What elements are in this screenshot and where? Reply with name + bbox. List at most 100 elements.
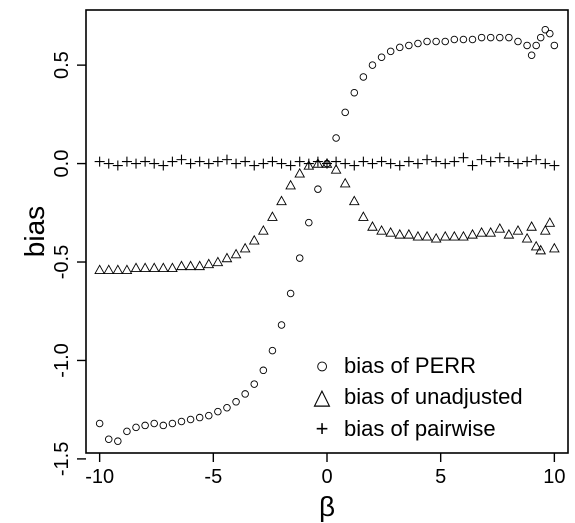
point-perr <box>527 51 536 60</box>
y-tick-label: -1.5 <box>51 442 73 476</box>
point-unadjusted <box>103 264 115 275</box>
point-pairwise <box>367 158 378 169</box>
point-unadjusted <box>494 223 506 233</box>
point-perr <box>223 403 231 412</box>
y-tick-label: 0.0 <box>51 150 73 178</box>
point-perr <box>359 73 368 81</box>
point-unadjusted <box>421 230 433 241</box>
point-perr <box>114 437 122 445</box>
point-perr <box>259 366 268 375</box>
legend: ○ bias of PERR △ bias of unadjusted + bi… <box>314 353 523 441</box>
point-unadjusted <box>139 262 151 273</box>
point-perr <box>168 419 177 428</box>
x-tick-label: 5 <box>435 466 446 488</box>
point-perr <box>350 88 359 97</box>
point-pairwise <box>494 152 505 163</box>
point-pairwise <box>203 158 214 169</box>
point-perr <box>177 417 186 426</box>
point-pairwise <box>385 158 396 169</box>
point-perr <box>159 421 168 430</box>
x-tick-label: 10 <box>543 466 565 488</box>
point-pairwise <box>476 154 487 165</box>
point-unadjusted <box>194 260 206 271</box>
point-unadjusted <box>212 256 224 267</box>
x-axis-title: β <box>319 491 335 522</box>
point-pairwise <box>212 156 223 167</box>
point-pairwise <box>285 160 296 171</box>
point-unadjusted <box>548 242 560 253</box>
point-perr <box>295 254 304 262</box>
point-unadjusted <box>157 262 169 273</box>
legend-label-unadjusted: bias of unadjusted <box>344 384 523 409</box>
point-perr <box>414 39 422 48</box>
point-pairwise <box>331 156 342 167</box>
x-axis: -10 -5 0 5 10 <box>85 453 565 488</box>
point-pairwise <box>131 158 142 169</box>
point-pairwise <box>449 156 460 167</box>
point-pairwise <box>540 158 551 169</box>
point-pairwise <box>249 160 260 171</box>
point-pairwise <box>240 156 251 167</box>
point-pairwise <box>403 156 414 167</box>
x-tick-label: -10 <box>85 466 114 488</box>
point-pairwise <box>112 160 123 171</box>
point-perr <box>132 423 140 432</box>
point-perr <box>277 321 286 329</box>
point-perr <box>150 419 158 428</box>
point-unadjusted <box>294 167 306 178</box>
point-unadjusted <box>385 226 397 237</box>
point-unadjusted <box>448 230 460 241</box>
point-unadjusted <box>230 248 242 259</box>
point-unadjusted <box>167 262 178 273</box>
point-perr <box>104 435 113 443</box>
point-pairwise <box>412 158 423 169</box>
point-perr <box>186 415 195 424</box>
point-unadjusted <box>430 232 442 243</box>
x-tick-label: 0 <box>321 466 332 488</box>
point-unadjusted <box>348 195 360 206</box>
point-perr <box>477 33 486 42</box>
point-perr <box>332 134 340 142</box>
point-pairwise <box>349 160 360 171</box>
point-unadjusted <box>330 163 342 174</box>
point-pairwise <box>258 158 269 169</box>
point-unadjusted <box>376 224 387 235</box>
point-unadjusted <box>512 224 524 235</box>
point-unadjusted <box>185 260 196 271</box>
point-unadjusted <box>485 226 497 237</box>
point-pairwise <box>440 158 451 169</box>
data-marks <box>94 25 560 445</box>
point-unadjusted <box>476 226 487 237</box>
point-perr <box>486 33 495 42</box>
point-pairwise <box>276 158 287 169</box>
point-perr <box>505 33 513 42</box>
point-perr <box>405 41 413 50</box>
point-pairwise <box>422 154 433 165</box>
point-unadjusted <box>276 195 287 206</box>
point-unadjusted <box>203 258 215 269</box>
point-unadjusted <box>458 230 469 241</box>
point-perr <box>314 185 322 193</box>
point-pairwise <box>322 158 332 169</box>
point-perr <box>368 61 377 69</box>
point-unadjusted <box>530 240 542 251</box>
point-unadjusted <box>544 217 556 227</box>
point-unadjusted <box>358 211 369 221</box>
point-pairwise <box>431 156 442 167</box>
point-pairwise <box>231 158 242 169</box>
point-unadjusted <box>403 228 415 239</box>
point-perr <box>459 35 468 44</box>
point-pairwise <box>149 158 160 169</box>
point-perr <box>496 33 504 42</box>
point-perr <box>468 35 477 44</box>
point-unadjusted <box>367 221 378 231</box>
point-perr <box>268 346 277 355</box>
y-tick-label: -1.0 <box>51 343 73 377</box>
point-pairwise <box>94 156 105 167</box>
point-unadjusted <box>339 177 351 188</box>
point-pairwise <box>194 156 205 167</box>
point-perr <box>232 398 240 406</box>
point-unadjusted <box>121 264 133 275</box>
point-unadjusted <box>248 234 260 245</box>
point-pairwise <box>221 154 232 165</box>
